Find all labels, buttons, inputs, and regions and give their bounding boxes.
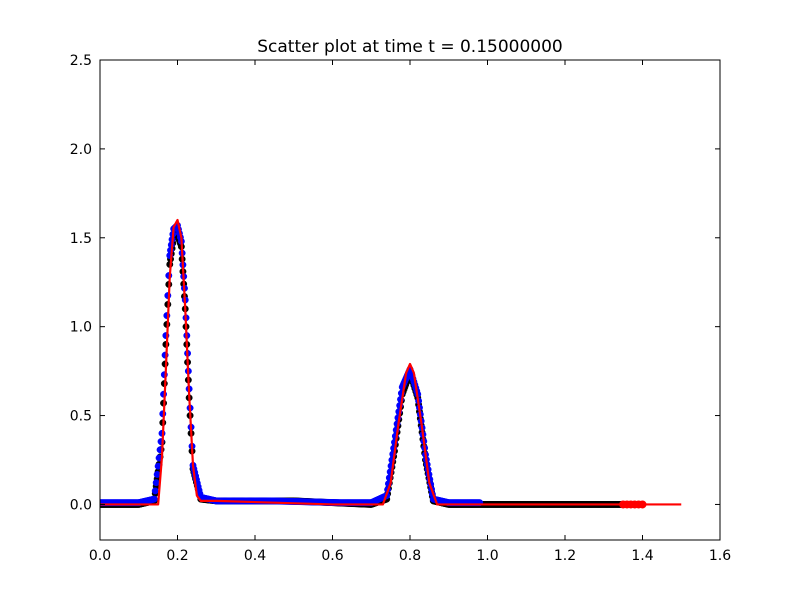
y-tick-label: 1.5: [70, 231, 92, 247]
y-tick-label: 0.0: [70, 497, 92, 513]
data-point: [150, 495, 158, 503]
x-tick-label: 1.4: [631, 548, 653, 564]
x-tick-label: 0.0: [89, 548, 111, 564]
x-tick-label: 0.4: [244, 548, 266, 564]
y-tick-label: 0.5: [70, 409, 92, 425]
x-tick-label: 0.6: [321, 548, 343, 564]
axis-ticks: 0.0 0.2 0.4 0.6 0.8 1.0 1.2 1.4 1.6 0.0 0.5 1.0 1.5 2…: [70, 53, 731, 564]
data-point: [152, 479, 160, 487]
x-tick-label: 1.0: [476, 548, 498, 564]
series-line: [100, 218, 682, 506]
y-tick-label: 2.5: [70, 53, 92, 69]
chart-title: Scatter plot at time t = 0.15000000: [257, 37, 563, 57]
x-tick-label: 1.6: [709, 548, 731, 564]
data-point: [638, 500, 647, 509]
y-tick-label: 1.0: [70, 320, 92, 336]
x-tick-label: 0.8: [399, 548, 421, 564]
x-tick-label: 1.2: [554, 548, 576, 564]
x-tick-label: 0.2: [166, 548, 188, 564]
data-point: [151, 487, 159, 495]
y-tick-label: 2.0: [70, 142, 92, 158]
plot-area: [100, 218, 682, 509]
